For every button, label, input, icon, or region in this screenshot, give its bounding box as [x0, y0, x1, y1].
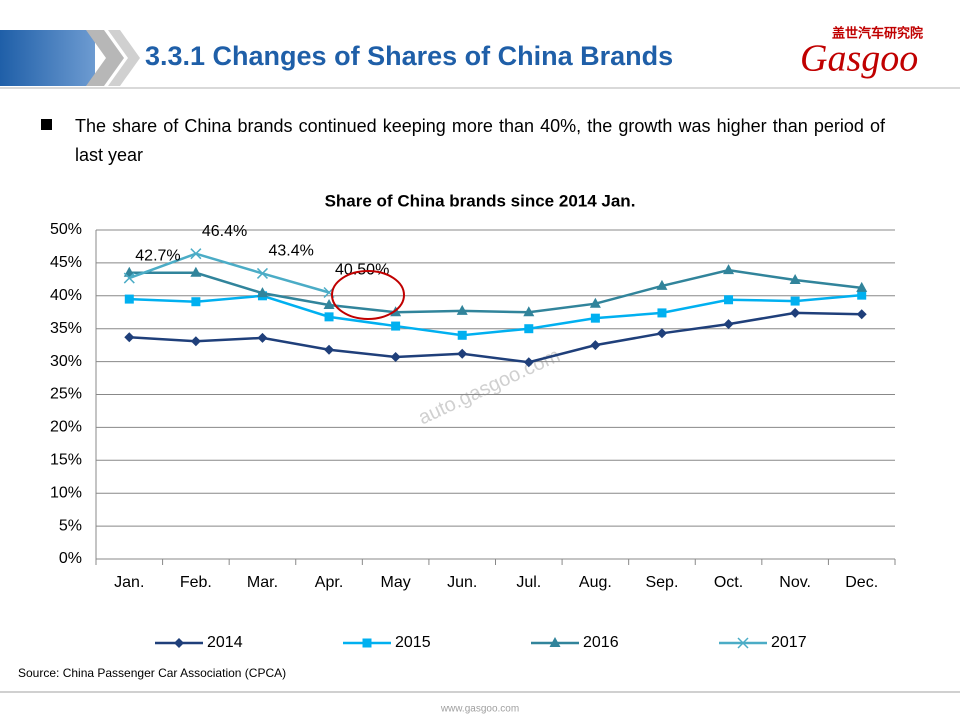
marker [124, 294, 134, 304]
marker [549, 637, 561, 647]
series-line [128, 252, 330, 294]
series-line [129, 311, 862, 364]
y-tick-label: 45% [50, 254, 82, 271]
x-tick-label: Sep. [645, 574, 678, 591]
y-tick-label: 0% [59, 550, 82, 567]
marker [324, 344, 335, 355]
marker [256, 287, 268, 298]
marker [790, 307, 801, 318]
marker [362, 638, 372, 648]
logo-en: Gasgoo [800, 38, 918, 80]
x-tick-label: Dec. [845, 574, 878, 591]
marker [123, 272, 135, 284]
marker [124, 332, 135, 343]
x-tick-label: Feb. [180, 574, 212, 591]
logo-cn: 盖世汽车研究院 [832, 25, 923, 40]
marker [456, 304, 468, 315]
x-tick-label: Mar. [247, 574, 278, 591]
marker [856, 309, 867, 320]
marker [457, 330, 467, 340]
marker [656, 279, 668, 290]
marker [523, 357, 534, 368]
marker [723, 264, 735, 275]
x-tick-label: Nov. [779, 574, 811, 591]
series-line [129, 268, 862, 314]
marker [789, 274, 801, 285]
x-tick-label: Jan. [114, 574, 144, 591]
y-tick-label: 20% [50, 419, 82, 436]
footer: www.gasgoo.com [440, 704, 519, 715]
legend-label: 2016 [583, 634, 619, 651]
legend-label: 2014 [207, 634, 243, 651]
series-line [129, 293, 862, 337]
slide-title: 3.3.1 Changes of Shares of China Brands [145, 41, 673, 71]
marker [857, 290, 867, 300]
marker [524, 324, 534, 334]
bullet-text: The share of China brands continued keep… [75, 116, 885, 165]
marker [256, 267, 268, 279]
y-tick-label: 40% [50, 287, 82, 304]
data-label: 42.7% [135, 247, 180, 264]
marker [790, 296, 800, 306]
y-tick-label: 10% [50, 484, 82, 501]
x-tick-label: Jul. [516, 574, 541, 591]
marker [257, 332, 268, 343]
data-label: 40.50% [335, 262, 389, 279]
marker [323, 299, 335, 310]
marker [590, 313, 600, 323]
y-tick-label: 30% [50, 353, 82, 370]
marker [174, 638, 184, 648]
marker [656, 328, 667, 339]
chevron [108, 30, 140, 86]
marker [190, 266, 202, 277]
data-label: 46.4% [202, 223, 247, 240]
marker [657, 308, 667, 318]
y-tick-label: 15% [50, 452, 82, 469]
marker [523, 306, 535, 317]
chart-title: Share of China brands since 2014 Jan. [325, 191, 636, 210]
y-tick-label: 35% [50, 320, 82, 337]
chevron [86, 30, 124, 86]
x-tick-label: May [381, 574, 411, 591]
y-tick-label: 5% [59, 517, 82, 534]
legend-label: 2017 [771, 634, 807, 651]
data-label: 43.4% [268, 243, 313, 260]
marker [723, 319, 734, 330]
marker [590, 340, 601, 351]
marker [589, 297, 601, 308]
legend-label: 2015 [395, 634, 431, 651]
highlight-circle [331, 270, 405, 320]
x-tick-label: Aug. [579, 574, 612, 591]
y-tick-label: 25% [50, 386, 82, 403]
marker [191, 297, 201, 307]
marker [190, 336, 201, 347]
source: Source: China Passenger Car Association … [18, 666, 286, 680]
marker [457, 348, 468, 359]
marker [190, 248, 202, 260]
marker [724, 295, 734, 305]
x-tick-label: Jun. [447, 574, 477, 591]
bullet-square [41, 119, 52, 130]
marker [324, 312, 334, 322]
marker [856, 281, 868, 292]
marker [737, 637, 749, 649]
marker [390, 351, 401, 362]
header-band [0, 30, 95, 86]
marker [391, 321, 401, 331]
x-tick-label: Oct. [714, 574, 743, 591]
x-tick-label: Apr. [315, 574, 343, 591]
y-tick-label: 50% [50, 221, 82, 238]
